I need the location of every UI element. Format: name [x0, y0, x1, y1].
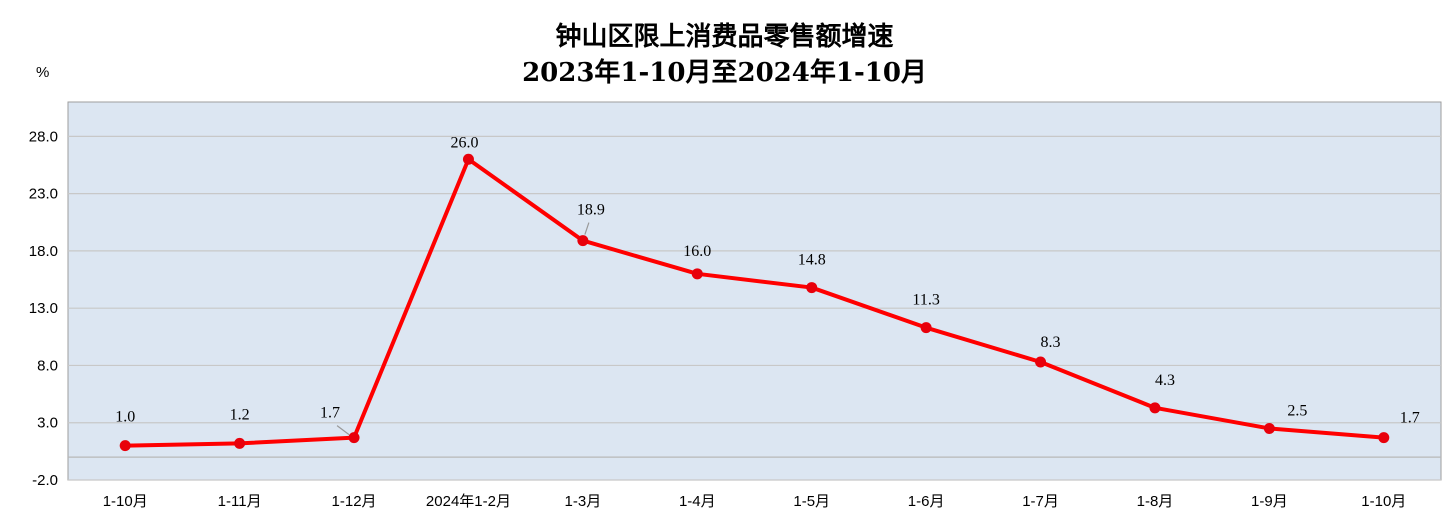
data-point [1378, 432, 1390, 444]
y-tick-label: 28.0 [29, 128, 58, 145]
data-point [577, 235, 589, 247]
chart-title-line1: 钟山区限上消费品零售额增速 [555, 22, 894, 52]
x-tick-label: 1-10月 [1361, 493, 1406, 510]
data-point [348, 432, 360, 444]
data-labels: 1.0 1.2 1.7 26.0 18.9 16.0 14.8 11.3 8.3 4.3 2.5 1.… [115, 134, 1420, 426]
x-tick-label: 1-9月 [1251, 493, 1288, 510]
data-label: 26.0 [450, 134, 478, 151]
chart-title-line2: 2023年1-10月至2024年1-10月 [522, 58, 927, 88]
x-axis-ticks: 1-10月 1-11月 1-12月 2024年1-2月 1-3月 1-4月 1-5月 1-6月… [103, 493, 1407, 510]
data-label: 11.3 [912, 292, 939, 309]
data-label: 1.0 [115, 409, 135, 426]
data-label: 2.5 [1287, 402, 1307, 419]
gridlines [68, 135, 1441, 481]
y-tick-label: -2.0 [32, 472, 58, 489]
y-axis-unit: % [36, 64, 50, 81]
x-tick-label: 1-7月 [1022, 493, 1059, 510]
y-tick-label: 13.0 [29, 300, 58, 317]
data-label: 18.9 [577, 202, 605, 219]
x-tick-label: 1-5月 [793, 493, 830, 510]
x-tick-label: 1-4月 [679, 493, 716, 510]
leader-line [584, 222, 590, 235]
x-tick-label: 1-6月 [908, 493, 945, 510]
x-tick-label: 1-12月 [332, 493, 377, 510]
x-tick-label: 1-11月 [218, 493, 262, 510]
data-point [806, 282, 818, 294]
x-tick-label: 1-10月 [103, 493, 148, 510]
y-tick-label: 18.0 [29, 243, 58, 260]
y-tick-label: 23.0 [29, 186, 58, 203]
data-label: 16.0 [683, 243, 711, 260]
data-label: 8.3 [1041, 334, 1061, 351]
data-markers [119, 153, 1390, 452]
data-label: 1.7 [320, 405, 340, 422]
y-tick-label: 8.0 [37, 357, 58, 374]
data-point [462, 153, 474, 165]
data-label: 14.8 [798, 252, 826, 269]
data-point [920, 322, 932, 334]
data-point [1035, 356, 1047, 368]
x-tick-label: 1-8月 [1137, 493, 1174, 510]
data-label: 4.3 [1155, 372, 1175, 389]
y-tick-label: 3.0 [37, 415, 58, 432]
data-label: 1.2 [230, 406, 250, 423]
data-point [1263, 422, 1275, 434]
series-line [125, 157, 1384, 448]
x-tick-label: 2024年1-2月 [426, 493, 511, 510]
data-point [691, 268, 703, 280]
data-point [1149, 402, 1161, 414]
leader-line [336, 425, 350, 436]
label-leader-lines [336, 222, 590, 436]
data-label: 1.7 [1400, 410, 1420, 427]
data-point [119, 440, 131, 452]
x-tick-label: 1-3月 [565, 493, 602, 510]
y-axis-ticks: -2.0 3.0 8.0 13.0 18.0 23.0 28.0 [29, 128, 58, 489]
data-point [234, 437, 246, 449]
